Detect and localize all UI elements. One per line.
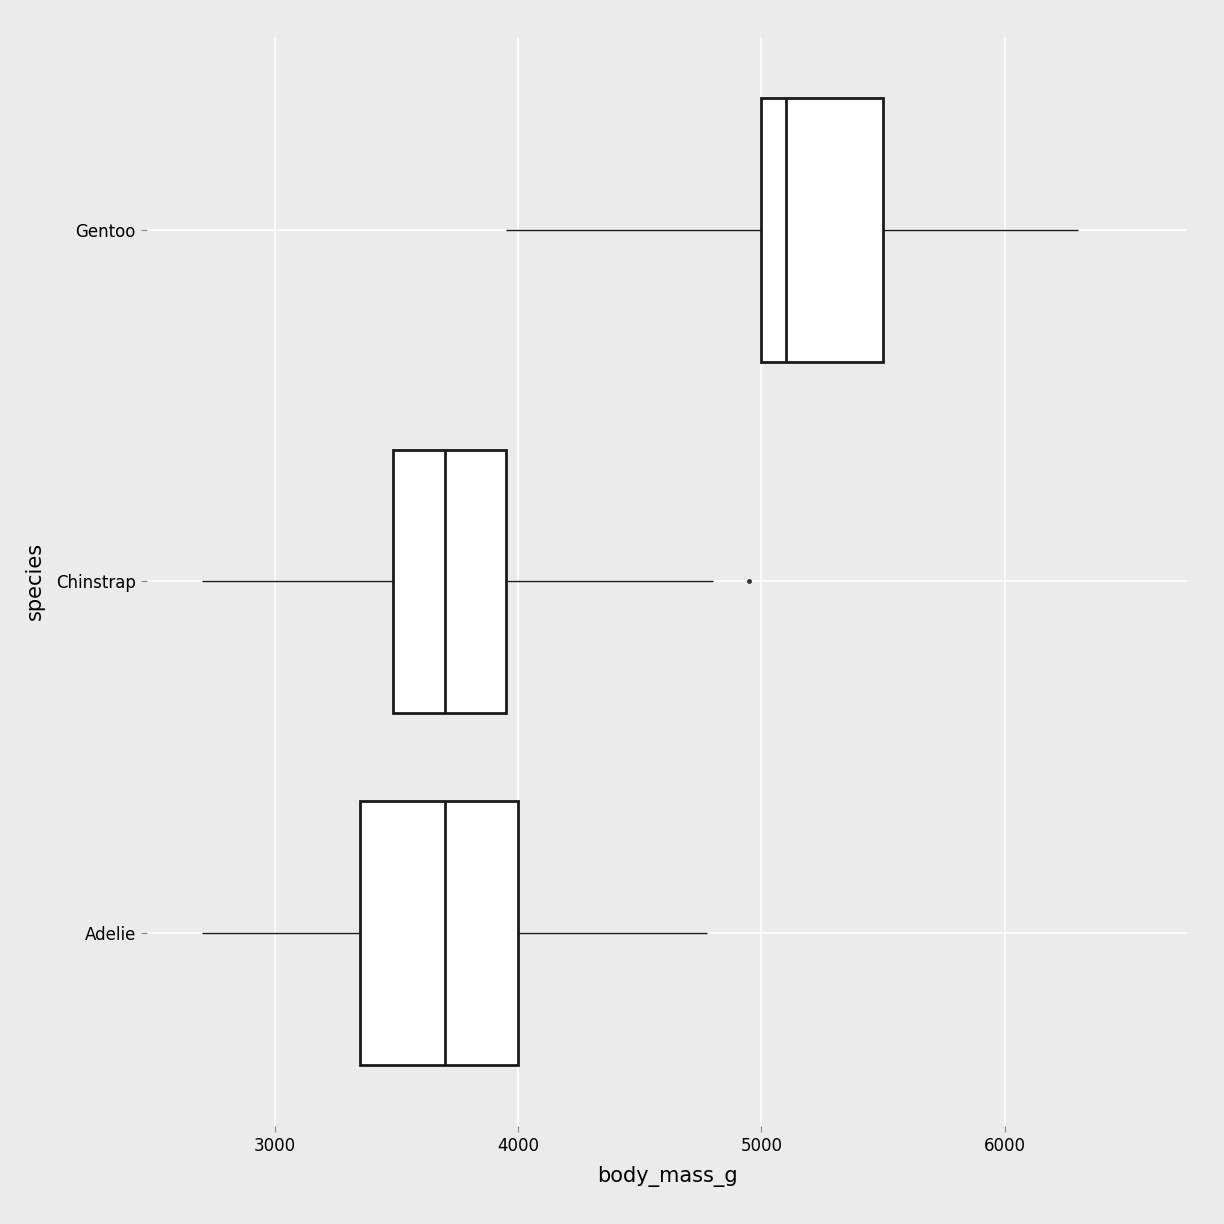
Bar [393, 449, 506, 714]
X-axis label: body_mass_g: body_mass_g [597, 1166, 737, 1187]
Bar [360, 800, 518, 1065]
Y-axis label: species: species [24, 542, 45, 621]
Bar [761, 98, 883, 362]
